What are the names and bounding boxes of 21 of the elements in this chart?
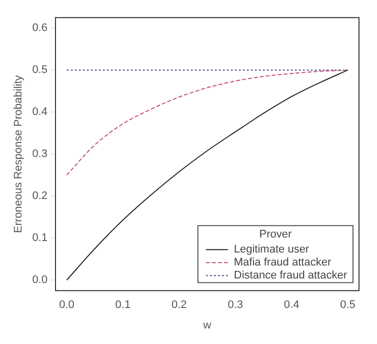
x-axis-title: w xyxy=(202,319,212,332)
y-tick-label: 0.2 xyxy=(32,190,48,202)
y-tick-label: 0.4 xyxy=(32,106,48,118)
x-tick-label: 0.2 xyxy=(171,299,187,312)
y-axis-title: Erroneous Response Probability xyxy=(12,74,25,233)
x-tick-label: 0.0 xyxy=(59,299,74,312)
x-tick-label: 0.3 xyxy=(228,299,243,312)
legend-label: Legitimate user xyxy=(234,244,310,256)
line-series xyxy=(66,70,348,176)
y-tick-label: 0.1 xyxy=(32,232,48,244)
x-tick-label: 0.4 xyxy=(284,299,300,312)
x-tick-label: 0.1 xyxy=(115,299,131,312)
y-tick-label: 0.0 xyxy=(32,274,48,286)
legend-title: Prover xyxy=(259,228,292,241)
y-tick-label: 0.5 xyxy=(32,64,48,76)
legend-label: Mafia fraud attacker xyxy=(234,256,332,269)
line-series xyxy=(66,70,348,281)
x-tick-label: 0.5 xyxy=(340,299,356,312)
y-tick-label: 0.3 xyxy=(32,148,48,160)
legend-label: Distance fraud attacker xyxy=(234,270,348,282)
y-tick-label: 0.6 xyxy=(32,22,48,34)
